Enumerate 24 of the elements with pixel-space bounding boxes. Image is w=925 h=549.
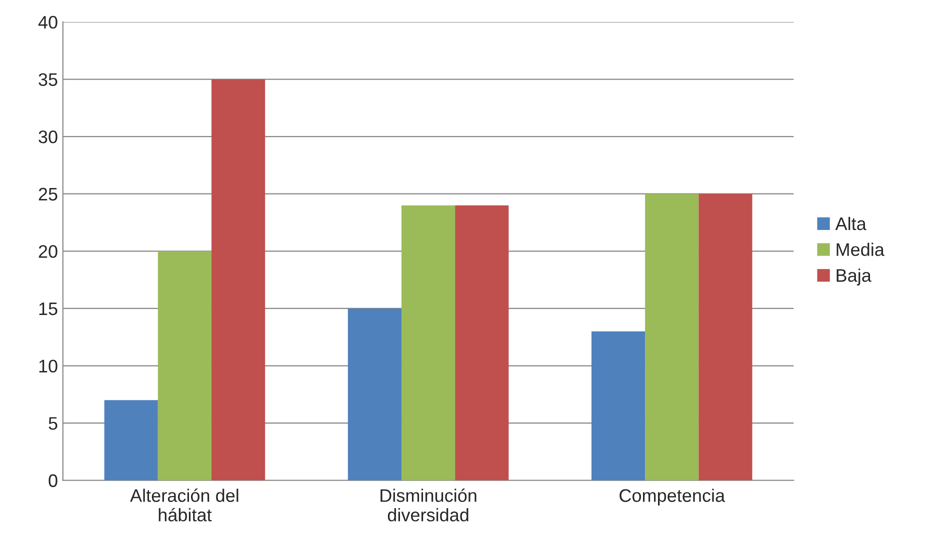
y-tick-label: 10	[39, 360, 58, 372]
legend-label: Media	[836, 242, 884, 256]
bar	[698, 194, 752, 480]
y-tick-label: 35	[38, 73, 58, 86]
y-tick-label: 0	[48, 474, 58, 488]
bar	[104, 400, 158, 480]
x-tick-label: Disminución diversidad	[380, 488, 476, 522]
y-tick-label: 40	[38, 16, 58, 29]
bar	[211, 79, 266, 480]
bar	[645, 194, 699, 480]
x-tick-label: Alteración del hábitat	[130, 488, 238, 522]
y-tick-label: 5	[48, 417, 58, 430]
x-tick-label: Competencia	[620, 488, 726, 506]
bar	[591, 331, 646, 480]
bar	[158, 251, 212, 480]
y-tick-label: 15	[39, 302, 58, 316]
y-tick-label: 25	[38, 188, 58, 201]
y-tick-label: 30	[38, 130, 58, 144]
legend-label: Alta	[835, 216, 866, 230]
bar	[348, 308, 402, 480]
bar	[401, 205, 456, 480]
bar	[455, 205, 509, 480]
legend-label: Baja	[836, 268, 872, 286]
y-tick-label: 20	[38, 245, 58, 258]
